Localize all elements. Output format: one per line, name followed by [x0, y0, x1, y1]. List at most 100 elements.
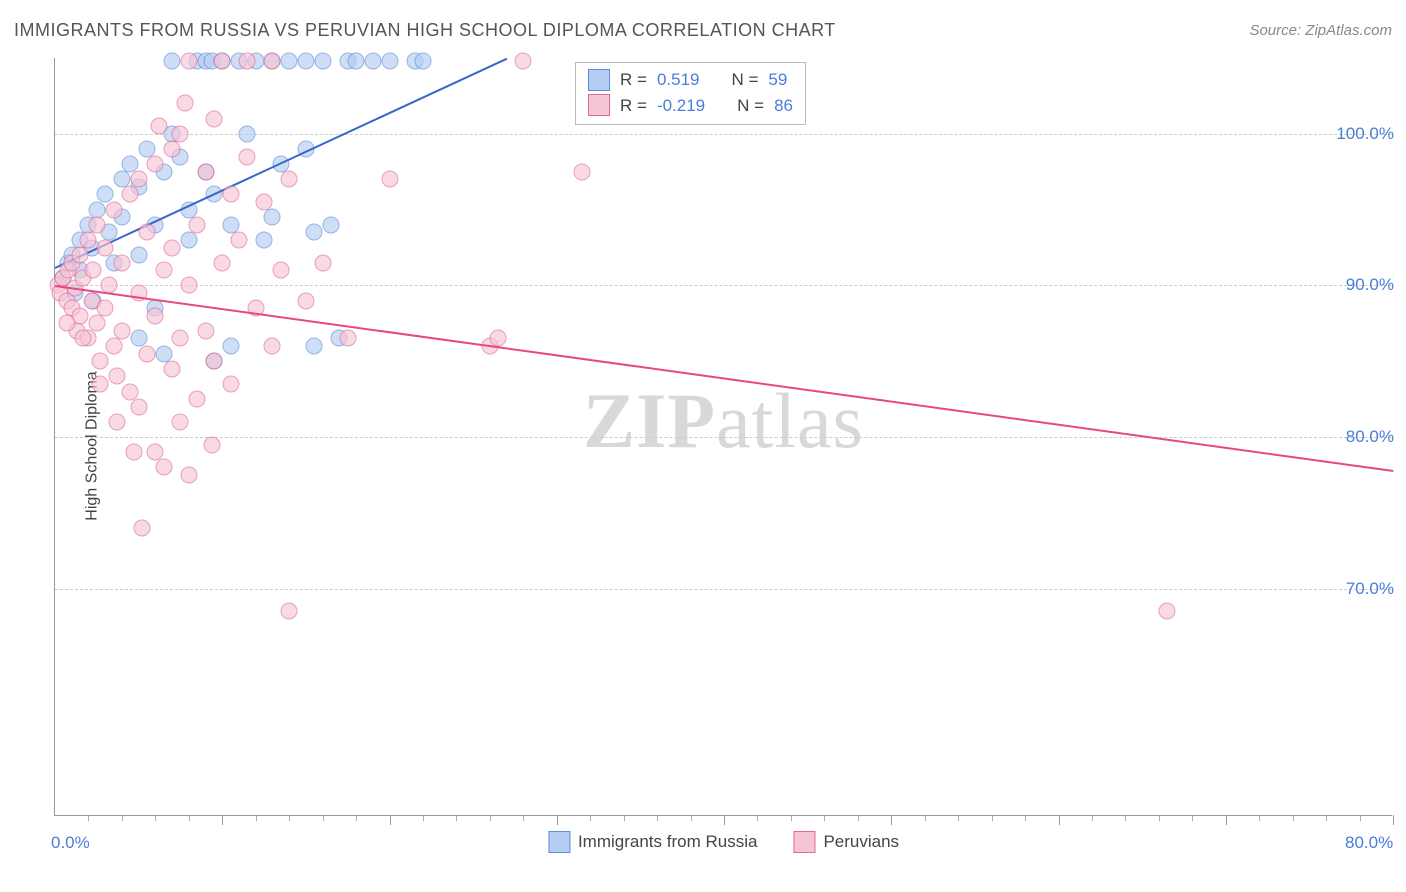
data-point: [108, 368, 125, 385]
gridline: [55, 437, 1392, 438]
x-tick-minor: [155, 815, 156, 821]
legend-swatch-russia: [548, 831, 570, 853]
data-point: [113, 322, 130, 339]
legend-swatch-peruvians: [793, 831, 815, 853]
swatch-russia: [588, 69, 610, 91]
data-point: [314, 254, 331, 271]
x-tick-minor: [858, 815, 859, 821]
data-point: [130, 398, 147, 415]
legend-item-russia: Immigrants from Russia: [548, 831, 757, 853]
data-point: [189, 216, 206, 233]
data-point: [239, 125, 256, 142]
x-tick-minor: [423, 815, 424, 821]
x-tick-minor: [456, 815, 457, 821]
data-point: [205, 110, 222, 127]
data-point: [239, 148, 256, 165]
data-point: [364, 53, 381, 70]
stats-row-russia: R = 0.519 N = 59: [588, 67, 793, 93]
stats-legend-box: R = 0.519 N = 59 R = -0.219 N = 86: [575, 62, 806, 125]
data-point: [147, 307, 164, 324]
x-tick-minor: [1025, 815, 1026, 821]
legend-bottom: Immigrants from Russia Peruvians: [548, 831, 899, 853]
data-point: [130, 171, 147, 188]
x-tick-minor: [624, 815, 625, 821]
x-tick-major: [891, 815, 892, 825]
data-point: [75, 330, 92, 347]
x-tick-major: [390, 815, 391, 825]
data-point: [515, 53, 532, 70]
x-tick-minor: [1360, 815, 1361, 821]
x-tick-minor: [1125, 815, 1126, 821]
data-point: [138, 345, 155, 362]
data-point: [177, 95, 194, 112]
data-point: [108, 413, 125, 430]
data-point: [113, 254, 130, 271]
data-point: [72, 247, 89, 264]
data-point: [147, 156, 164, 173]
data-point: [97, 300, 114, 317]
x-tick-label: 0.0%: [51, 833, 90, 853]
x-tick-label: 80.0%: [1345, 833, 1393, 853]
data-point: [348, 53, 365, 70]
source-label: Source: ZipAtlas.com: [1249, 22, 1392, 39]
x-tick-minor: [1293, 815, 1294, 821]
data-point: [272, 262, 289, 279]
data-point: [306, 224, 323, 241]
x-tick-minor: [925, 815, 926, 821]
data-point: [230, 231, 247, 248]
x-tick-minor: [590, 815, 591, 821]
data-point: [125, 444, 142, 461]
data-point: [222, 375, 239, 392]
data-point: [490, 330, 507, 347]
data-point: [85, 262, 102, 279]
x-tick-minor: [256, 815, 257, 821]
x-tick-minor: [824, 815, 825, 821]
gridline: [55, 589, 1392, 590]
data-point: [155, 262, 172, 279]
x-tick-major: [557, 815, 558, 825]
watermark: ZIPatlas: [583, 376, 864, 466]
plot-area: ZIPatlas R = 0.519 N = 59 R = -0.219 N =…: [54, 58, 1392, 816]
data-point: [180, 53, 197, 70]
data-point: [105, 338, 122, 355]
data-point: [180, 231, 197, 248]
data-point: [256, 231, 273, 248]
data-point: [130, 247, 147, 264]
chart-title: IMMIGRANTS FROM RUSSIA VS PERUVIAN HIGH …: [14, 20, 836, 41]
data-point: [205, 353, 222, 370]
x-tick-major: [1059, 815, 1060, 825]
y-tick-label: 100.0%: [1336, 124, 1394, 144]
data-point: [264, 338, 281, 355]
data-point: [88, 216, 105, 233]
data-point: [150, 118, 167, 135]
data-point: [322, 216, 339, 233]
data-point: [88, 315, 105, 332]
x-tick-major: [724, 815, 725, 825]
data-point: [164, 239, 181, 256]
x-tick-minor: [992, 815, 993, 821]
data-point: [381, 171, 398, 188]
data-point: [214, 254, 231, 271]
x-tick-minor: [757, 815, 758, 821]
trend-line: [55, 285, 1393, 472]
data-point: [197, 163, 214, 180]
swatch-peruvians: [588, 94, 610, 116]
y-tick-label: 90.0%: [1346, 275, 1394, 295]
data-point: [164, 140, 181, 157]
correlation-chart: IMMIGRANTS FROM RUSSIA VS PERUVIAN HIGH …: [0, 0, 1406, 892]
data-point: [122, 186, 139, 203]
y-tick-label: 70.0%: [1346, 579, 1394, 599]
data-point: [314, 53, 331, 70]
data-point: [239, 53, 256, 70]
x-tick-minor: [189, 815, 190, 821]
gridline: [55, 285, 1392, 286]
x-tick-minor: [88, 815, 89, 821]
data-point: [214, 53, 231, 70]
data-point: [180, 466, 197, 483]
x-tick-minor: [657, 815, 658, 821]
x-tick-minor: [1259, 815, 1260, 821]
data-point: [339, 330, 356, 347]
data-point: [105, 201, 122, 218]
x-tick-minor: [691, 815, 692, 821]
data-point: [297, 292, 314, 309]
